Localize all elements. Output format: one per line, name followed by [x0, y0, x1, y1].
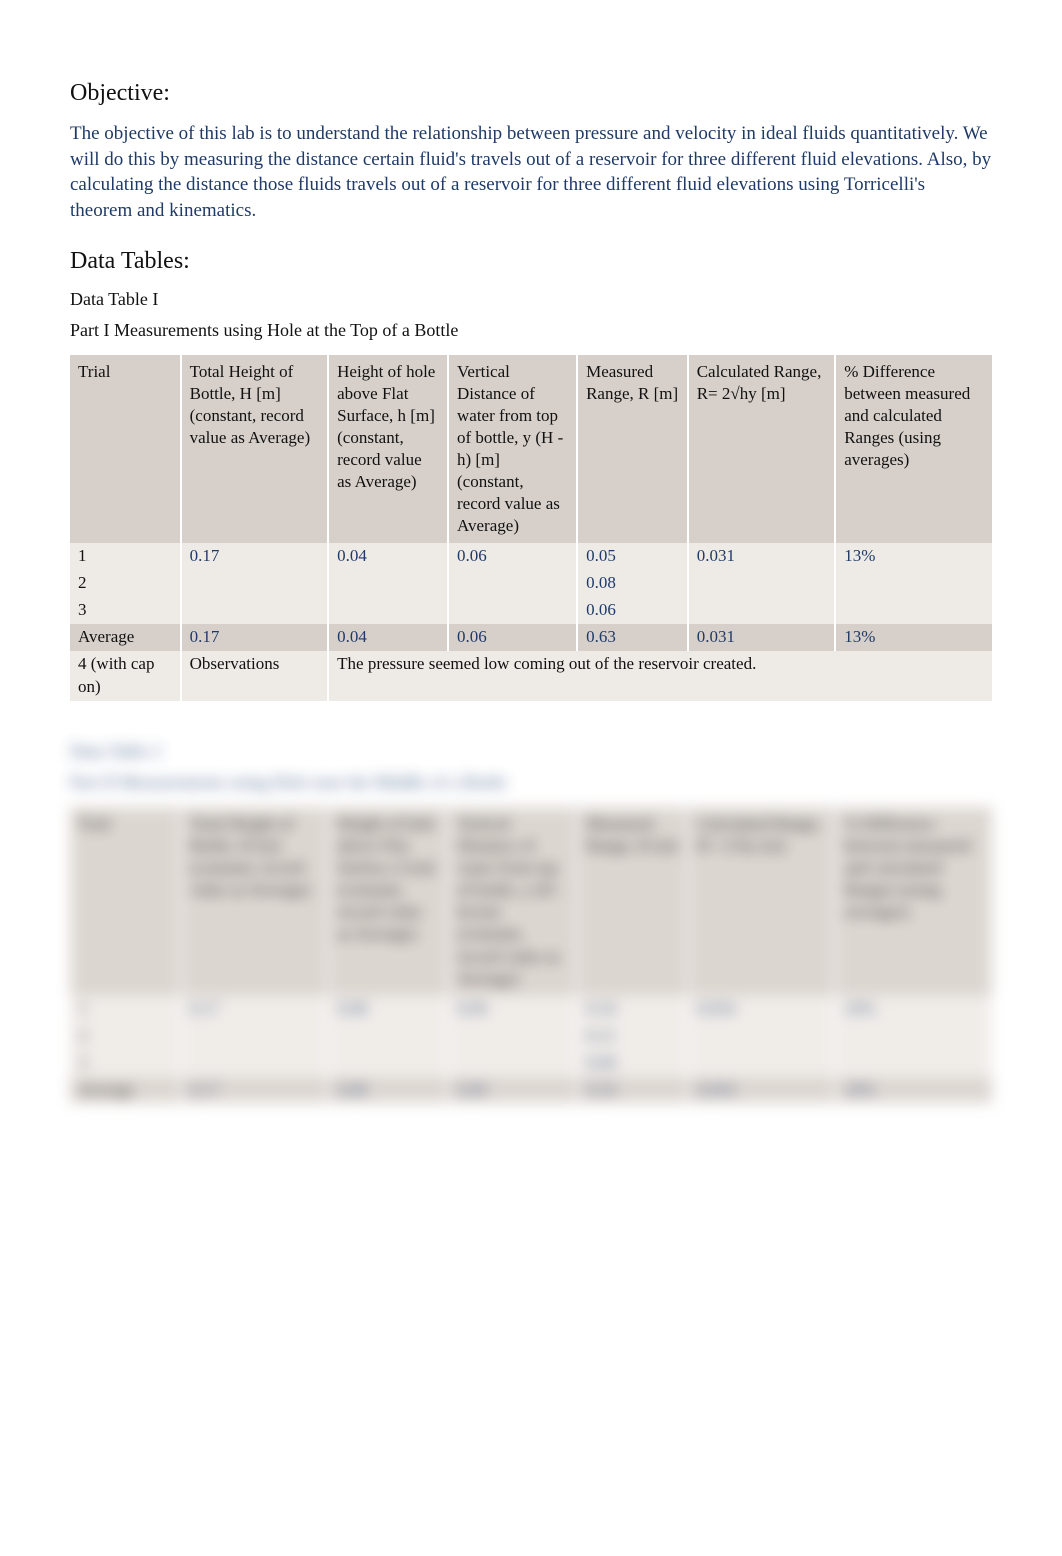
cell-h: 0.04: [328, 624, 448, 651]
table-header-row: Trial Total Height of Bottle, H [m] (con…: [70, 355, 992, 544]
col-R: Measured Range, R [m]: [577, 807, 688, 996]
objective-text: The objective of this lab is to understa…: [70, 121, 992, 224]
table1-label: Data Table I: [70, 289, 992, 310]
cell-pct: 13%: [835, 543, 992, 570]
col-R: Measured Range, R [m]: [577, 355, 688, 544]
data-table-1: Trial Total Height of Bottle, H [m] (con…: [70, 355, 992, 701]
table2-label: Data Table 2: [70, 741, 992, 762]
col-trial: Trial: [70, 807, 181, 996]
cell-R: 0.08: [577, 570, 688, 597]
cell-R: 0.06: [577, 597, 688, 624]
cell-y: [448, 597, 577, 624]
cell-trial: 2: [70, 570, 181, 597]
cell-trial: 3: [70, 597, 181, 624]
cell-pct: [835, 570, 992, 597]
col-h: Height of hole above Flat Surface, h [m]…: [328, 807, 448, 996]
col-H: Total Height of Bottle, H [m] (constant,…: [181, 807, 329, 996]
table-row-average: Average 0.17 0.04 0.06 0.63 0.031 13%: [70, 624, 992, 651]
col-pct: % Difference between measured and calcul…: [835, 807, 992, 996]
cell-H: [181, 597, 329, 624]
col-Rcalc: Calculated Range, R= 2√hy [m]: [688, 355, 836, 544]
cell-Rcalc: [688, 570, 836, 597]
cell-pct: 13%: [835, 624, 992, 651]
table2-title: Part II Measurements using Hole near the…: [70, 772, 992, 793]
cell-Rcalc: 0.031: [688, 624, 836, 651]
cell-pct: [835, 597, 992, 624]
cell-h: 0.04: [328, 543, 448, 570]
blurred-preview: Data Table 2 Part II Measurements using …: [70, 741, 992, 1104]
cell-obs-text: The pressure seemed low coming out of th…: [328, 651, 992, 701]
col-y: Vertical Distance of water from top of b…: [448, 355, 577, 544]
cell-y: 0.06: [448, 543, 577, 570]
cell-obs-label: Observations: [181, 651, 329, 701]
cell-trial: 4 (with cap on): [70, 651, 181, 701]
col-h: Height of hole above Flat Surface, h [m]…: [328, 355, 448, 544]
cell-H: 0.17: [181, 543, 329, 570]
data-tables-heading: Data Tables:: [70, 248, 992, 275]
cell-H: 0.17: [181, 624, 329, 651]
cell-y: 0.06: [448, 624, 577, 651]
col-trial: Trial: [70, 355, 181, 544]
table-row: 2 0.08: [70, 570, 992, 597]
table-row-observations: 4 (with cap on) Observations The pressur…: [70, 651, 992, 701]
cell-h: [328, 570, 448, 597]
col-y: Vertical Distance of water from top of b…: [448, 807, 577, 996]
table-header-row: Trial Total Height of Bottle, H [m] (con…: [70, 807, 992, 996]
cell-trial: Average: [70, 624, 181, 651]
cell-y: [448, 570, 577, 597]
col-pct: % Difference between measured and calcul…: [835, 355, 992, 544]
table1-title: Part I Measurements using Hole at the To…: [70, 320, 992, 341]
cell-R: 0.63: [577, 624, 688, 651]
table-row: 3 0.06: [70, 597, 992, 624]
table-row: 1 0.17 0.04 0.06 0.05 0.031 13%: [70, 543, 992, 570]
cell-trial: 1: [70, 543, 181, 570]
objective-heading: Objective:: [70, 80, 992, 107]
col-Rcalc: Calculated Range, R= 2√hy [m]: [688, 807, 836, 996]
cell-Rcalc: [688, 597, 836, 624]
cell-Rcalc: 0.031: [688, 543, 836, 570]
col-H: Total Height of Bottle, H [m] (constant,…: [181, 355, 329, 544]
cell-R: 0.05: [577, 543, 688, 570]
cell-h: [328, 597, 448, 624]
cell-H: [181, 570, 329, 597]
data-table-2-preview: Trial Total Height of Bottle, H [m] (con…: [70, 807, 992, 1104]
